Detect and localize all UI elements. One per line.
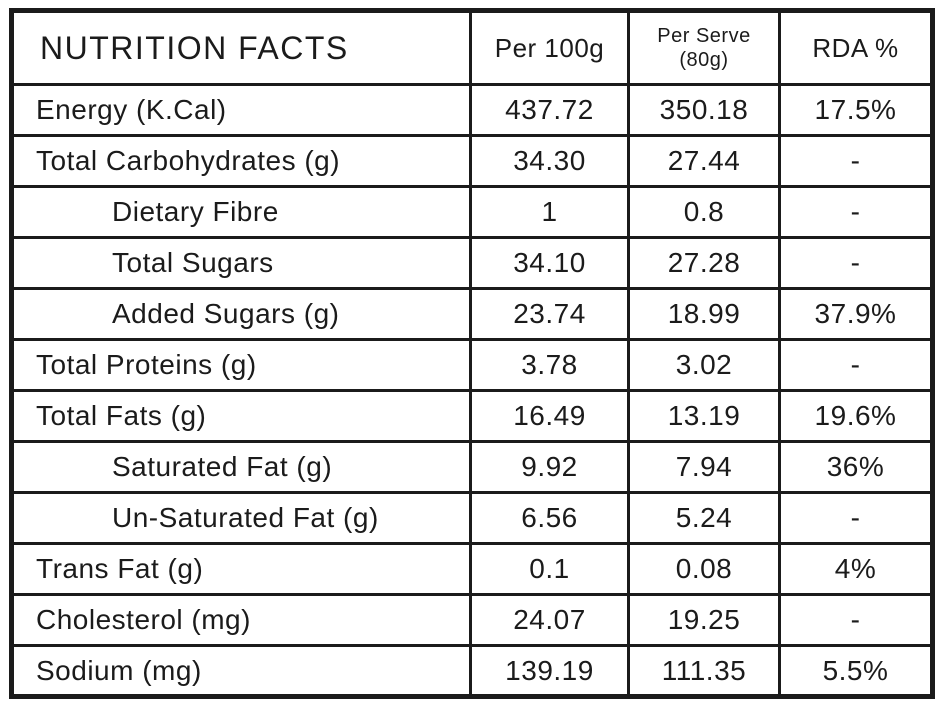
per-serve-value: 19.25: [627, 593, 781, 647]
per-serve-value: 27.28: [627, 236, 781, 290]
per-100g-value: 3.78: [469, 338, 630, 392]
nutrient-label: Un-Saturated Fat (g): [10, 491, 472, 545]
rda-value: 17.5%: [778, 83, 934, 137]
per-100g-value: 34.30: [469, 134, 630, 188]
rda-value: 36%: [778, 440, 934, 494]
per-serve-value: 350.18: [627, 83, 781, 137]
per-100g-value: 9.92: [469, 440, 630, 494]
col-header-per-serve-line2: (80g): [679, 49, 729, 71]
per-serve-value: 18.99: [627, 287, 781, 341]
table-row-cholesterol: Cholesterol (mg) 24.07 19.25 -: [10, 593, 934, 647]
table-row-unsaturated-fat: Un-Saturated Fat (g) 6.56 5.24 -: [10, 491, 934, 545]
col-header-per-100g: Per 100g: [469, 9, 630, 86]
nutrient-label: Total Fats (g): [10, 389, 472, 443]
per-serve-value: 7.94: [627, 440, 781, 494]
per-serve-value: 5.24: [627, 491, 781, 545]
rda-value: -: [778, 236, 934, 290]
nutrient-label: Added Sugars (g): [10, 287, 472, 341]
header-row: NUTRITION FACTS Per 100g Per Serve (80g)…: [10, 9, 934, 86]
per-serve-value: 0.08: [627, 542, 781, 596]
per-100g-value: 1: [469, 185, 630, 239]
table-row-dietary-fibre: Dietary Fibre 1 0.8 -: [10, 185, 934, 239]
rda-value: 37.9%: [778, 287, 934, 341]
table-row-saturated-fat: Saturated Fat (g) 9.92 7.94 36%: [10, 440, 934, 494]
rda-value: -: [778, 185, 934, 239]
per-serve-value: 27.44: [627, 134, 781, 188]
rda-value: 4%: [778, 542, 934, 596]
table-title: NUTRITION FACTS: [10, 9, 472, 86]
table-row-trans-fat: Trans Fat (g) 0.1 0.08 4%: [10, 542, 934, 596]
nutrient-label: Energy (K.Cal): [10, 83, 472, 137]
col-header-per-serve-line1: Per Serve: [657, 25, 751, 47]
per-100g-value: 23.74: [469, 287, 630, 341]
per-100g-value: 6.56: [469, 491, 630, 545]
nutrient-label: Cholesterol (mg): [10, 593, 472, 647]
table-row-total-proteins: Total Proteins (g) 3.78 3.02 -: [10, 338, 934, 392]
nutrient-label: Saturated Fat (g): [10, 440, 472, 494]
col-header-rda: RDA %: [778, 9, 934, 86]
rda-value: -: [778, 593, 934, 647]
per-100g-value: 34.10: [469, 236, 630, 290]
nutrient-label: Dietary Fibre: [10, 185, 472, 239]
table-row-total-carbohydrates: Total Carbohydrates (g) 34.30 27.44 -: [10, 134, 934, 188]
per-serve-value: 13.19: [627, 389, 781, 443]
nutrient-label: Total Sugars: [10, 236, 472, 290]
table-row-added-sugars: Added Sugars (g) 23.74 18.99 37.9%: [10, 287, 934, 341]
per-100g-value: 16.49: [469, 389, 630, 443]
table-row-total-sugars: Total Sugars 34.10 27.28 -: [10, 236, 934, 290]
col-header-per-serve: Per Serve (80g): [627, 9, 781, 86]
rda-value: -: [778, 491, 934, 545]
per-100g-value: 0.1: [469, 542, 630, 596]
per-100g-value: 437.72: [469, 83, 630, 137]
table-row-sodium: Sodium (mg) 139.19 111.35 5.5%: [10, 644, 934, 698]
per-serve-value: 0.8: [627, 185, 781, 239]
nutrient-label: Trans Fat (g): [10, 542, 472, 596]
rda-value: 19.6%: [778, 389, 934, 443]
rda-value: -: [778, 338, 934, 392]
per-serve-value: 111.35: [627, 644, 781, 698]
table-row-energy: Energy (K.Cal) 437.72 350.18 17.5%: [10, 83, 934, 137]
nutrition-facts-table: NUTRITION FACTS Per 100g Per Serve (80g)…: [9, 8, 935, 699]
nutrient-label: Total Carbohydrates (g): [10, 134, 472, 188]
nutrient-label: Sodium (mg): [10, 644, 472, 698]
nutrient-label: Total Proteins (g): [10, 338, 472, 392]
rda-value: -: [778, 134, 934, 188]
table-row-total-fats: Total Fats (g) 16.49 13.19 19.6%: [10, 389, 934, 443]
per-100g-value: 139.19: [469, 644, 630, 698]
rda-value: 5.5%: [778, 644, 934, 698]
per-serve-value: 3.02: [627, 338, 781, 392]
per-100g-value: 24.07: [469, 593, 630, 647]
table-body: Energy (K.Cal) 437.72 350.18 17.5% Total…: [10, 83, 934, 698]
